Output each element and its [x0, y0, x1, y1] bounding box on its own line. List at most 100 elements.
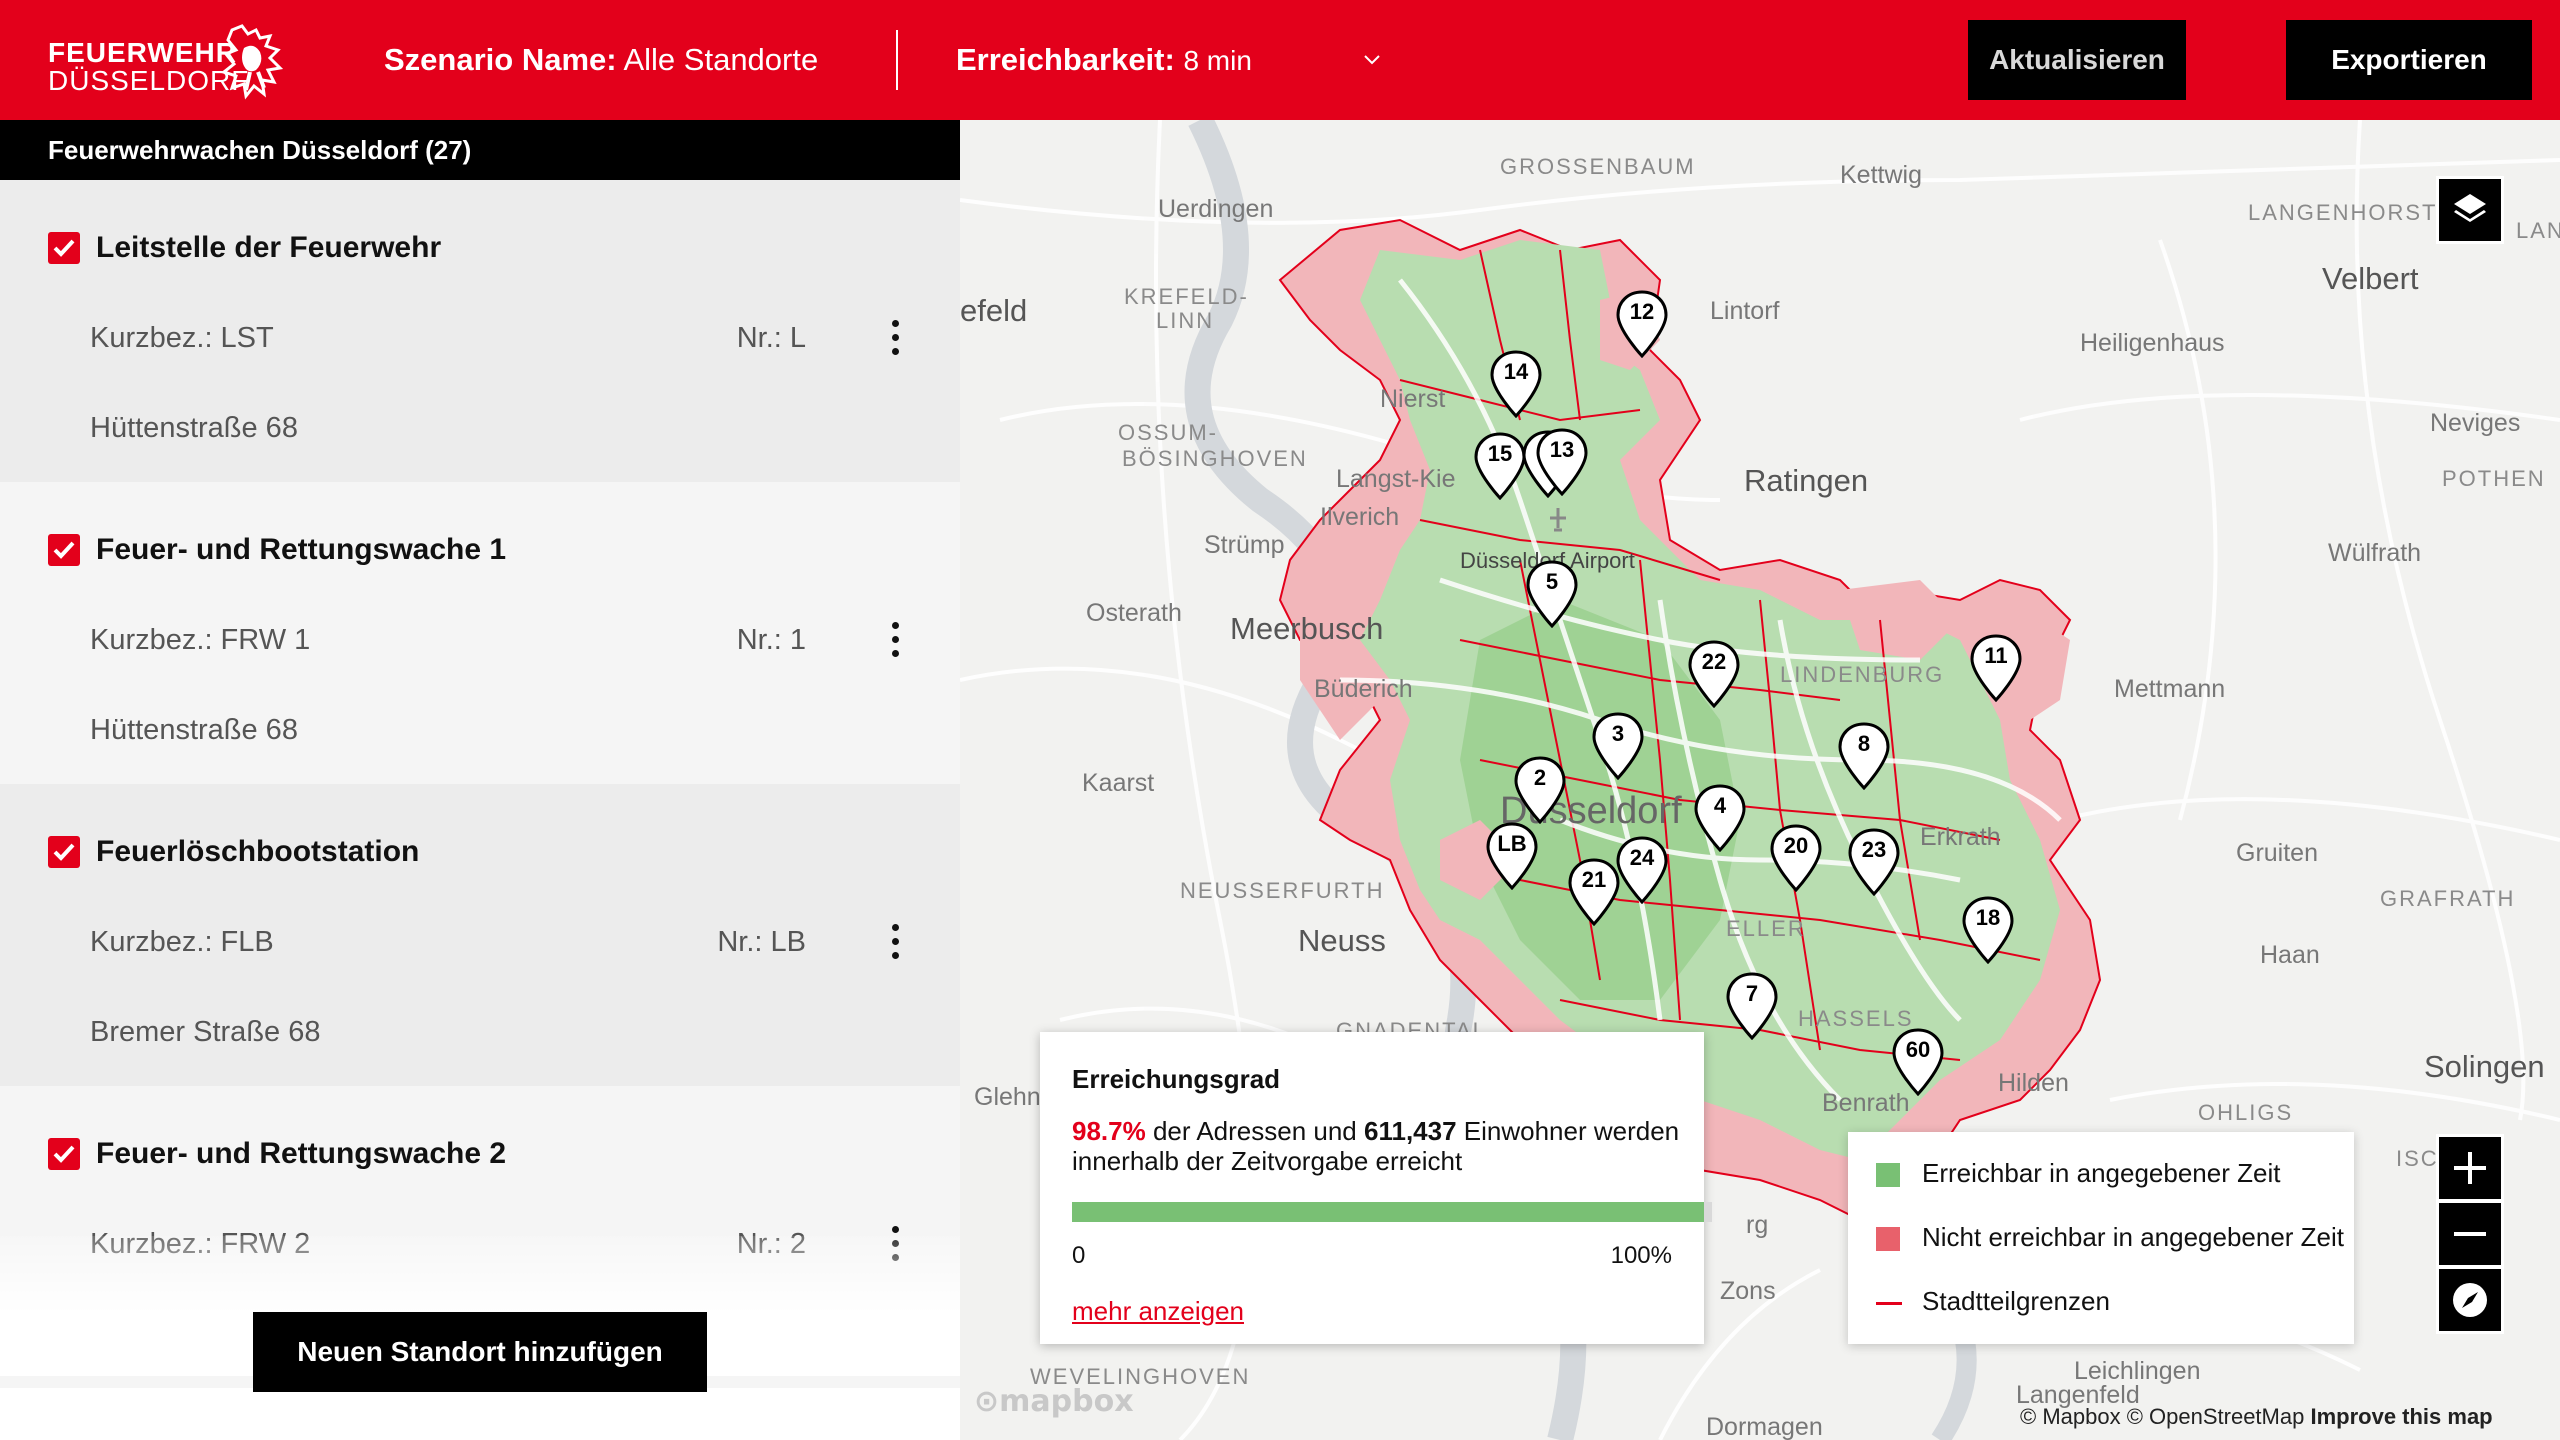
map-pin-icon	[1726, 972, 1778, 1040]
place-label: OSSUM-	[1118, 420, 1218, 445]
station-checkbox[interactable]	[48, 232, 80, 264]
map-pin-icon	[1486, 822, 1538, 890]
station-number: Nr.: 1	[736, 624, 806, 656]
legend-line	[1876, 1302, 1902, 1305]
station-pin[interactable]: 18	[1962, 896, 2014, 964]
station-item[interactable]: Leitstelle der Feuerwehr Kurzbez.: LST N…	[0, 180, 960, 482]
logo-line2: DÜSSELDORF	[48, 65, 250, 96]
place-label: Ilverich	[1320, 503, 1400, 531]
more-options-icon[interactable]	[880, 314, 910, 362]
zoom-out-button[interactable]	[2436, 1200, 2504, 1268]
pin-label: 8	[1857, 731, 1871, 756]
map-pin-icon	[1970, 634, 2022, 702]
legend-label: Erreichbar in angegebener Zeit	[1922, 1158, 2281, 1188]
station-short-name: Kurzbez.: FLB	[90, 926, 274, 958]
compass-button[interactable]	[2436, 1266, 2504, 1334]
pin-label: 3	[1611, 721, 1625, 746]
coverage-card: Erreichungsgrad 98.7% der Adressen und 6…	[1040, 1032, 1712, 1344]
station-checkbox[interactable]	[48, 836, 80, 868]
map-legend: Erreichbar in angegebener Zeit Nicht err…	[1848, 1132, 2354, 1344]
place-label: Kettwig	[1840, 161, 1922, 189]
pin-label: 22	[1701, 649, 1727, 674]
progress-max-label: 100%	[1610, 1242, 1672, 1269]
zoom-in-button[interactable]	[2436, 1134, 2504, 1202]
station-name: Feuerlöschbootstation	[96, 835, 420, 868]
place-label: Uerdingen	[1158, 195, 1274, 223]
pin-label: 18	[1975, 905, 2001, 930]
station-pin[interactable]: 3	[1592, 712, 1644, 780]
station-pin[interactable]: 23	[1848, 828, 1900, 896]
mapbox-wordmark: mapbox	[999, 1384, 1134, 1419]
station-pin[interactable]: 24	[1616, 836, 1668, 904]
check-icon	[53, 1145, 75, 1163]
reachability-select[interactable]: Erreichbarkeit: 8 min	[956, 42, 1252, 79]
place-label: LINN	[1156, 308, 1215, 333]
station-item[interactable]: Feuerlöschbootstation Kurzbez.: FLB Nr.:…	[0, 784, 960, 1086]
station-pin[interactable]: 20	[1770, 824, 1822, 892]
station-pin[interactable]: LB	[1486, 822, 1538, 890]
place-label: Büderich	[1314, 675, 1413, 703]
place-label: LINDENBURG	[1780, 662, 1945, 687]
station-pin[interactable]: 2	[1514, 756, 1566, 824]
station-pin[interactable]: 22	[1688, 640, 1740, 708]
map-pin-icon	[1474, 432, 1526, 500]
coverage-text-mid: der Adressen und	[1145, 1116, 1364, 1146]
station-address: Hüttenstraße 68	[90, 714, 298, 746]
progress-min-label: 0	[1072, 1242, 1086, 1269]
station-name: Feuer- und Rettungswache 1	[96, 533, 507, 566]
place-label: Neviges	[2430, 409, 2521, 437]
coverage-text-end: Einwohner werden innerhalb der Zeitvorga…	[1072, 1116, 1680, 1176]
station-pin[interactable]: 15	[1474, 432, 1526, 500]
map-pin-icon	[1568, 858, 1620, 926]
more-options-icon[interactable]	[880, 616, 910, 664]
pin-label: 12	[1629, 299, 1655, 324]
station-pin[interactable]: 60	[1892, 1028, 1944, 1096]
station-pin[interactable]: 4	[1694, 784, 1746, 852]
plus-icon	[2454, 1152, 2486, 1184]
pin-label: 14	[1503, 359, 1529, 384]
place-label: HASSELS	[1798, 1006, 1914, 1031]
improve-map-link[interactable]: Improve this map	[2310, 1404, 2493, 1429]
place-label: GRAFRATH	[2380, 886, 2516, 911]
station-pin[interactable]: 13	[1536, 428, 1588, 496]
pin-label: 11	[1984, 643, 2008, 668]
place-label: Benrath	[1822, 1089, 1910, 1117]
place-label: Glehn	[974, 1083, 1041, 1111]
map-pin-icon	[1490, 350, 1542, 418]
scenario-value: Alle Standorte	[623, 42, 819, 77]
map-pin-icon	[1526, 560, 1578, 628]
attribution-text[interactable]: © Mapbox © OpenStreetMap	[2020, 1404, 2305, 1429]
refresh-button[interactable]: Aktualisieren	[1968, 20, 2186, 100]
legend-label: Stadtteilgrenzen	[1922, 1286, 2110, 1316]
chevron-down-icon[interactable]	[1360, 48, 1384, 72]
station-pin[interactable]: 21	[1568, 858, 1620, 926]
more-options-icon[interactable]	[880, 918, 910, 966]
place-label: Langst-Kie	[1336, 465, 1456, 493]
station-pin[interactable]: 5	[1526, 560, 1578, 628]
station-name: Feuer- und Rettungswache 2	[96, 1137, 507, 1170]
station-address: Hüttenstraße 68	[90, 412, 298, 444]
map-pin-icon	[1536, 428, 1588, 496]
place-label: Velbert	[2322, 261, 2419, 296]
show-more-link[interactable]: mehr anzeigen	[1072, 1296, 1244, 1326]
station-pin[interactable]: 12	[1616, 290, 1668, 358]
fire-brigade-logo: FEUERWEHR DÜSSELDORF	[48, 24, 288, 100]
station-pin[interactable]: 8	[1838, 722, 1890, 790]
station-pin[interactable]: 7	[1726, 972, 1778, 1040]
station-item[interactable]: Feuer- und Rettungswache 1 Kurzbez.: FRW…	[0, 482, 960, 784]
station-pin[interactable]: 14	[1490, 350, 1542, 418]
station-checkbox[interactable]	[48, 1138, 80, 1170]
place-label: Kaarst	[1082, 769, 1155, 797]
station-address: Bremer Straße 68	[90, 1016, 321, 1048]
export-button[interactable]: Exportieren	[2286, 20, 2532, 100]
place-label: BÖSINGHOVEN	[1122, 446, 1308, 471]
layers-button[interactable]	[2436, 176, 2504, 244]
station-checkbox[interactable]	[48, 534, 80, 566]
pin-label: 21	[1581, 867, 1607, 892]
place-label: ELLER	[1726, 916, 1806, 941]
legend-label: Nicht erreichbar in angegebener Zeit	[1922, 1222, 2345, 1252]
add-station-button[interactable]: Neuen Standort hinzufügen	[253, 1312, 707, 1392]
station-pin[interactable]: 11	[1970, 634, 2022, 702]
map-view[interactable]: GROSSENBAUM Kettwig Uerdingen LANGENHORS…	[960, 120, 2560, 1440]
legend-item-unreachable: Nicht erreichbar in angegebener Zeit	[1876, 1220, 2346, 1256]
